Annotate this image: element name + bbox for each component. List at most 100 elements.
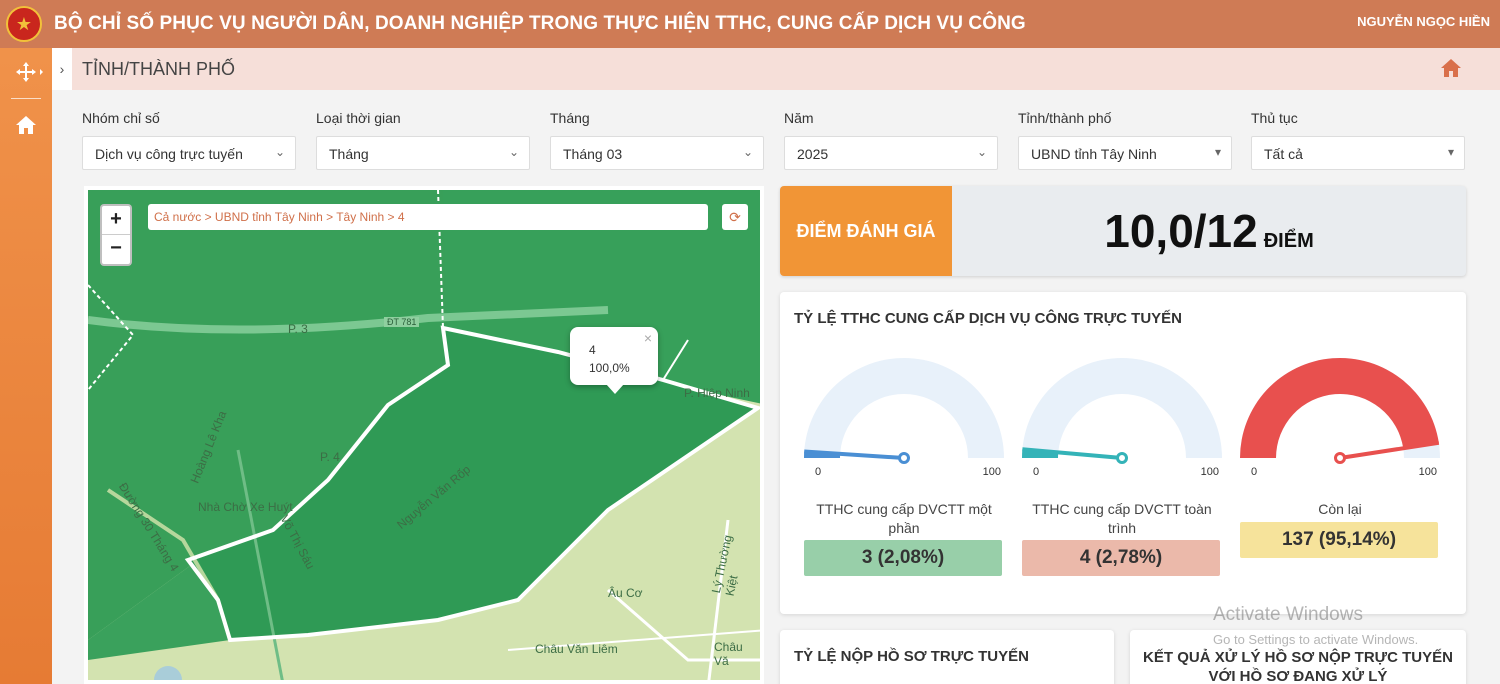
chevron-right-icon[interactable]: ›	[52, 48, 72, 90]
popup-region-name: 4	[589, 343, 596, 357]
map-label: P. 3	[288, 322, 308, 336]
gauge-value-badge: 137 (95,14%)	[1240, 522, 1438, 558]
gauge-remaining: 0 100 Còn lại 137 (95,14%)	[1240, 348, 1440, 558]
gauge-track	[1022, 358, 1222, 458]
gauge-partial: 0 100 TTHC cung cấp DVCTT một phần 3 (2,…	[804, 348, 1004, 576]
app-header: BỘ CHỈ SỐ PHỤC VỤ NGƯỜI DÂN, DOANH NGHIỆ…	[0, 0, 1500, 48]
chevron-down-icon: ⌄	[976, 145, 987, 159]
score-label: ĐIỂM ĐÁNH GIÁ	[780, 186, 952, 276]
filter-time-type: Loại thời gian Tháng ⌄	[316, 110, 530, 170]
filter-label: Năm	[784, 110, 814, 126]
score-unit: ĐIỂM	[1263, 230, 1314, 252]
gauge-min-label: 0	[1251, 466, 1258, 478]
year-select[interactable]: 2025 ⌄	[784, 136, 998, 170]
online-processing-result-panel: KẾT QUẢ XỬ LÝ HỒ SƠ NỘP TRỰC TUYẾN VỚI H…	[1130, 630, 1466, 684]
select-value: Tháng 03	[563, 146, 623, 162]
gauge-hub	[898, 452, 910, 464]
move-arrows-icon	[16, 62, 43, 82]
filter-bar: Nhóm chỉ số Dịch vụ công trực tuyến ⌄ Lo…	[82, 110, 1466, 172]
gauge-track	[804, 358, 1004, 458]
gauge-needle	[804, 449, 905, 460]
filter-label: Tháng	[550, 110, 590, 126]
zoom-out-button[interactable]: −	[110, 237, 122, 259]
month-select[interactable]: Tháng 03 ⌄	[550, 136, 764, 170]
map-label: P. Hiệp Ninh	[684, 386, 750, 400]
online-service-rate-panel: TỶ LỆ TTHC CUNG CẤP DỊCH VỤ CÔNG TRỰC TU…	[780, 292, 1466, 614]
map-canvas[interactable]	[88, 190, 764, 684]
chevron-down-icon: ⌄	[508, 145, 519, 159]
gauge-max-label: 100	[1200, 466, 1219, 478]
sidebar-menu-toggle[interactable]	[0, 48, 52, 96]
gauge-needle	[1022, 447, 1123, 460]
procedure-select[interactable]: Tất cả ▾	[1251, 136, 1465, 170]
windows-activation-watermark: Activate Windows Go to Settings to activ…	[1213, 604, 1418, 647]
indicator-group-select[interactable]: Dịch vụ công trực tuyến ⌄	[82, 136, 296, 170]
page-title: TỈNH/THÀNH PHỐ	[82, 58, 235, 79]
national-emblem-logo	[6, 6, 42, 42]
home-icon	[16, 116, 36, 134]
gauge-value-badge: 3 (2,08%)	[804, 540, 1002, 576]
map-breadcrumb[interactable]: Cả nước > UBND tỉnh Tây Ninh > Tây Ninh …	[148, 204, 708, 230]
gauge-caption: Còn lại	[1318, 501, 1362, 517]
select-value: Tất cả	[1264, 146, 1303, 162]
score-value-area: 10,0/12 ĐIỂM	[952, 186, 1466, 276]
filter-label: Tỉnh/thành phố	[1018, 110, 1112, 126]
left-sidebar	[0, 48, 52, 684]
filter-label: Loại thời gian	[316, 110, 401, 126]
gauge-needle	[1339, 440, 1440, 460]
gauge-min-label: 0	[815, 466, 822, 478]
filter-year: Năm 2025 ⌄	[784, 110, 998, 170]
filter-province: Tỉnh/thành phố UBND tỉnh Tây Ninh ▾	[1018, 110, 1232, 170]
gauge-fill	[1240, 357, 1439, 458]
gauge-value-badge: 4 (2,78%)	[1022, 540, 1220, 576]
select-value: Dịch vụ công trực tuyến	[95, 146, 243, 162]
gauge-caption: TTHC cung cấp DVCTT toàn trình	[1032, 501, 1212, 536]
gauge-caption: TTHC cung cấp DVCTT một phần	[816, 501, 992, 536]
sidebar-divider	[11, 98, 41, 99]
chevron-down-icon: ⌄	[274, 145, 285, 159]
select-value: 2025	[797, 146, 829, 162]
map-popup: × 4 100,0%	[570, 327, 658, 394]
watermark-line1: Activate Windows	[1213, 604, 1363, 625]
panel-title: TỶ LỆ NỘP HỒ SƠ TRỰC TUYẾN	[794, 648, 1029, 665]
region-map[interactable]: P. 3 ĐT 781 P. Hiệp Ninh Hoàng Lê Kha Nh…	[84, 186, 764, 684]
time-type-select[interactable]: Tháng ⌄	[316, 136, 530, 170]
caret-down-icon: ▾	[1214, 145, 1221, 159]
refresh-icon[interactable]: ⟳	[722, 204, 748, 230]
gauge-max-label: 100	[982, 466, 1001, 478]
gauge-hub	[1116, 452, 1128, 464]
filter-indicator-group: Nhóm chỉ số Dịch vụ công trực tuyến ⌄	[82, 110, 296, 170]
province-select[interactable]: UBND tỉnh Tây Ninh ▾	[1018, 136, 1232, 170]
filter-month: Tháng Tháng 03 ⌄	[550, 110, 764, 170]
gauge-max-label: 100	[1418, 466, 1437, 478]
gauge-chart	[1022, 358, 1222, 464]
panel-title: KẾT QUẢ XỬ LÝ HỒ SƠ NỘP TRỰC TUYẾN VỚI H…	[1143, 649, 1453, 684]
map-label: Âu Cơ	[608, 586, 643, 600]
filter-label: Thủ tục	[1251, 110, 1298, 126]
select-value: UBND tỉnh Tây Ninh	[1031, 146, 1157, 162]
user-name[interactable]: NGUYỄN NGỌC HIỀN	[1357, 14, 1490, 29]
breadcrumb-bar: › TỈNH/THÀNH PHỐ	[52, 48, 1500, 90]
close-icon[interactable]: ×	[643, 330, 652, 346]
chevron-down-icon: ⌄	[742, 145, 753, 159]
gauge-hub	[1334, 452, 1346, 464]
map-label: Châu Văn Liêm	[535, 642, 618, 656]
online-submission-rate-panel: TỶ LỆ NỘP HỒ SƠ TRỰC TUYẾN	[780, 630, 1114, 684]
map-label: ĐT 781	[384, 317, 420, 327]
caret-down-icon: ▾	[1447, 145, 1454, 159]
sidebar-item-home[interactable]	[0, 101, 52, 149]
filter-label: Nhóm chỉ số	[82, 110, 160, 126]
zoom-control: + −	[100, 204, 132, 266]
select-value: Tháng	[329, 146, 369, 162]
panel-title: TỶ LỆ TTHC CUNG CẤP DỊCH VỤ CÔNG TRỰC TU…	[794, 310, 1183, 327]
zoom-in-button[interactable]: +	[102, 206, 130, 235]
gauge-chart	[804, 358, 1004, 464]
map-label: P. 4	[320, 450, 340, 464]
app-title: BỘ CHỈ SỐ PHỤC VỤ NGƯỜI DÂN, DOANH NGHIỆ…	[54, 13, 1026, 34]
gauge-full: 0 100 TTHC cung cấp DVCTT toàn trình 4 (…	[1022, 348, 1222, 576]
gauge-chart	[1240, 357, 1440, 464]
map-label: Châu Vă	[714, 640, 743, 668]
score-card: ĐIỂM ĐÁNH GIÁ 10,0/12 ĐIỂM	[780, 186, 1466, 276]
home-icon[interactable]	[1440, 58, 1462, 78]
watermark-line2: Go to Settings to activate Windows.	[1213, 632, 1419, 647]
